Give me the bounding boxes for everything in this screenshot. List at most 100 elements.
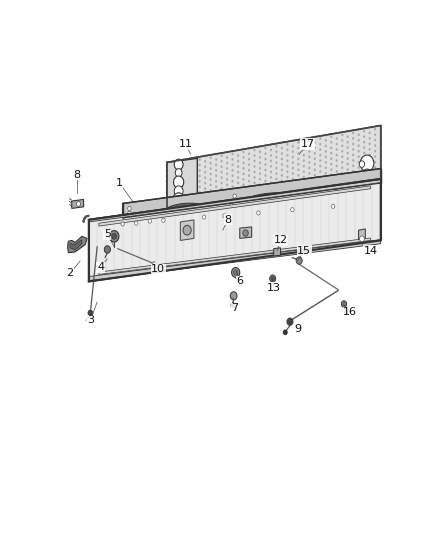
Circle shape	[291, 207, 294, 212]
Circle shape	[286, 181, 288, 184]
Circle shape	[171, 160, 173, 163]
Circle shape	[325, 167, 327, 169]
Circle shape	[358, 172, 360, 174]
Circle shape	[171, 171, 173, 174]
Circle shape	[308, 139, 311, 142]
Circle shape	[344, 311, 348, 314]
Circle shape	[286, 149, 288, 151]
Circle shape	[221, 182, 223, 184]
Circle shape	[308, 177, 311, 180]
Circle shape	[336, 148, 338, 151]
Circle shape	[270, 192, 272, 195]
Circle shape	[292, 177, 294, 180]
Circle shape	[374, 177, 376, 180]
Polygon shape	[88, 180, 381, 222]
Circle shape	[314, 147, 316, 149]
Circle shape	[341, 172, 343, 174]
Circle shape	[232, 174, 233, 177]
Circle shape	[314, 158, 316, 160]
Circle shape	[166, 202, 168, 205]
Circle shape	[232, 152, 233, 155]
Circle shape	[303, 165, 305, 167]
Circle shape	[319, 138, 321, 140]
Circle shape	[369, 165, 371, 167]
Circle shape	[265, 180, 266, 182]
Circle shape	[297, 147, 300, 149]
Circle shape	[232, 207, 233, 210]
Circle shape	[347, 185, 349, 187]
Circle shape	[303, 192, 305, 195]
Circle shape	[166, 175, 168, 177]
Circle shape	[177, 173, 179, 175]
Circle shape	[204, 171, 206, 173]
Circle shape	[221, 171, 223, 173]
Circle shape	[199, 191, 201, 193]
Circle shape	[319, 165, 321, 167]
Circle shape	[308, 156, 311, 158]
Text: 4: 4	[97, 262, 104, 272]
Circle shape	[221, 204, 223, 206]
Circle shape	[232, 164, 233, 166]
Circle shape	[204, 160, 206, 163]
Circle shape	[259, 167, 261, 169]
Circle shape	[374, 161, 376, 163]
Circle shape	[286, 176, 288, 179]
Circle shape	[171, 177, 173, 179]
Circle shape	[243, 189, 244, 191]
Circle shape	[174, 186, 183, 197]
Circle shape	[287, 318, 293, 325]
Circle shape	[308, 167, 311, 169]
Circle shape	[232, 185, 233, 188]
Circle shape	[380, 135, 381, 138]
Circle shape	[292, 140, 294, 142]
Circle shape	[297, 141, 300, 144]
Circle shape	[226, 151, 228, 154]
Circle shape	[243, 183, 244, 186]
Circle shape	[270, 176, 272, 179]
Circle shape	[292, 183, 294, 185]
Circle shape	[237, 176, 239, 179]
Circle shape	[336, 176, 338, 178]
Circle shape	[182, 213, 184, 215]
Circle shape	[215, 180, 217, 182]
Circle shape	[347, 174, 349, 176]
Circle shape	[248, 180, 250, 182]
Circle shape	[257, 211, 260, 215]
Circle shape	[341, 150, 343, 152]
Text: 15: 15	[297, 246, 311, 256]
Circle shape	[230, 204, 233, 207]
Circle shape	[204, 209, 206, 212]
Circle shape	[347, 163, 349, 165]
Circle shape	[237, 149, 239, 151]
Circle shape	[265, 147, 266, 149]
Circle shape	[230, 292, 237, 300]
Polygon shape	[359, 229, 365, 240]
Circle shape	[182, 158, 184, 161]
Circle shape	[271, 277, 274, 281]
Circle shape	[182, 185, 184, 188]
Circle shape	[325, 161, 327, 164]
Circle shape	[314, 141, 316, 143]
Circle shape	[210, 162, 212, 164]
Circle shape	[226, 161, 228, 164]
Circle shape	[297, 158, 300, 160]
Text: 6: 6	[236, 277, 243, 286]
Circle shape	[226, 156, 228, 159]
Circle shape	[330, 163, 332, 165]
Circle shape	[199, 180, 201, 183]
Circle shape	[166, 197, 168, 199]
Circle shape	[104, 246, 110, 253]
Circle shape	[330, 179, 332, 182]
Circle shape	[308, 161, 311, 164]
Circle shape	[226, 206, 228, 208]
Circle shape	[259, 178, 261, 181]
Circle shape	[215, 158, 217, 160]
Circle shape	[286, 159, 288, 162]
Circle shape	[231, 303, 235, 308]
Circle shape	[359, 161, 365, 167]
Circle shape	[303, 159, 305, 162]
Circle shape	[330, 147, 332, 149]
Circle shape	[166, 208, 168, 210]
Circle shape	[88, 310, 93, 316]
Circle shape	[363, 184, 365, 187]
